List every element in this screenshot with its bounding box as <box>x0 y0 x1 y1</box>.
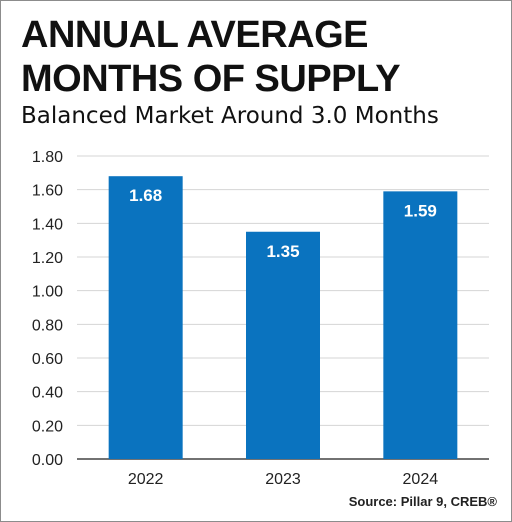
bar-value-label: 1.68 <box>129 186 162 205</box>
bar-value-label: 1.35 <box>266 242 299 261</box>
y-tick-label: 0.80 <box>32 317 63 334</box>
source-note: Source: Pillar 9, CREB® <box>348 494 497 509</box>
bar <box>246 231 320 459</box>
bar <box>383 191 458 459</box>
y-tick-label: 1.80 <box>32 149 63 166</box>
x-tick-label: 2024 <box>403 471 439 488</box>
chart-subtitle: Balanced Market Around 3.0 Months <box>21 103 439 129</box>
bar-value-label: 1.59 <box>404 201 437 220</box>
x-tick-label: 2023 <box>265 471 301 488</box>
y-tick-label: 1.60 <box>32 183 63 200</box>
x-tick-label: 2022 <box>128 471 164 488</box>
bar <box>108 176 183 459</box>
y-tick-label: 0.60 <box>32 351 63 368</box>
y-tick-label: 1.00 <box>32 284 63 301</box>
y-tick-label: 1.20 <box>32 250 63 267</box>
y-tick-label: 0.20 <box>32 418 63 435</box>
chart-title: ANNUAL AVERAGE MONTHS OF SUPPLY <box>21 14 401 100</box>
y-tick-label: 0.00 <box>32 452 63 469</box>
y-tick-label: 1.40 <box>32 216 63 233</box>
y-tick-label: 0.40 <box>32 385 63 402</box>
bar-chart: 0.00 0.20 0.40 0.60 0.80 1.00 1.20 1.40 1.60 1.80… <box>32 149 489 488</box>
